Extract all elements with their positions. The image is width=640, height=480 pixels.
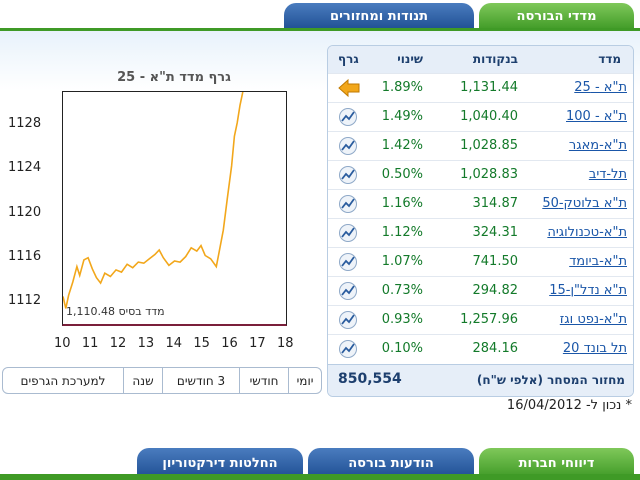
chart-icon[interactable]: [338, 107, 360, 127]
table-row: ת"א נדל"ן-15 294.82 0.73%: [328, 276, 633, 306]
chart-plot-area: [62, 91, 287, 326]
arrow-left-icon[interactable]: [338, 78, 360, 98]
turnover-label: מחזור המסחר (אלפי ש"ח): [476, 373, 625, 387]
index-points: 1,040.40: [460, 109, 518, 124]
period-3months-button[interactable]: 3 חודשים: [162, 368, 239, 393]
table-row: ת"א-טכנולוגיה 324.31 1.12%: [328, 218, 633, 248]
charts-system-link[interactable]: למערכת הגרפים: [20, 373, 106, 388]
bottom-tab-bar: דיווחי חברות הודעות בורסה החלטות דירקטור…: [0, 448, 640, 480]
table-row: ת"א - 100 1,040.40 1.49%: [328, 102, 633, 132]
tab-market-indices[interactable]: מדדי הבורסה: [479, 3, 634, 30]
x-tick-label: 12: [109, 336, 127, 351]
chart-icon[interactable]: [338, 281, 360, 301]
x-tick-label: 11: [81, 336, 99, 351]
bottom-tab-underline: [0, 474, 640, 480]
table-row: תל-דיב 1,028.83 0.50%: [328, 160, 633, 190]
index-change: 1.16%: [381, 196, 423, 211]
index-points: 314.87: [472, 196, 519, 211]
x-tick-label: 15: [193, 336, 210, 351]
header-points: בנקודות: [472, 52, 518, 66]
period-year-button[interactable]: שנה: [123, 368, 162, 393]
index-points: 1,028.85: [460, 138, 518, 153]
index-change: 0.73%: [381, 283, 423, 298]
tab-company-reports[interactable]: דיווחי חברות: [479, 448, 634, 478]
x-tick-label: 13: [137, 336, 155, 351]
chart-base-label: 1,110.48 מדד בסיס: [66, 305, 165, 318]
chart-title: גרף מדד ת"א - 25: [117, 70, 231, 85]
index-change: 1.12%: [381, 225, 423, 240]
top-tab-bar: מדדי הבורסה תנודות ומחזורים: [0, 0, 640, 30]
index-name-link[interactable]: ת"א - 25: [574, 80, 627, 95]
chart-icon[interactable]: [338, 223, 360, 243]
index-name-link[interactable]: ת"א-נפט וגז: [559, 312, 627, 327]
table-footer: מחזור המסחר (אלפי ש"ח) 850,554: [328, 364, 633, 396]
turnover-value: 850,554: [338, 371, 402, 387]
table-row: תל בונד 20 284.16 0.10%: [328, 334, 633, 364]
y-tick-label: 1128: [8, 116, 42, 132]
chart-icon[interactable]: [338, 136, 360, 156]
header-graph: גרף: [338, 52, 359, 66]
index-points: 1,131.44: [460, 80, 518, 95]
index-name-link[interactable]: ת"א נדל"ן-15: [549, 283, 627, 298]
series-line: [62, 91, 244, 309]
table-row: ת"א-נפט וגז 1,257.96 0.93%: [328, 305, 633, 335]
x-tick-label: 14: [165, 336, 183, 351]
header-index: מדד: [598, 52, 621, 66]
index-points: 1,028.83: [460, 167, 518, 182]
index-name-link[interactable]: ת"א-ביומד: [569, 254, 627, 269]
chart-icon[interactable]: [338, 310, 360, 330]
index-change: 1.89%: [381, 80, 423, 95]
y-tick-label: 1112: [8, 292, 42, 308]
index-name-link[interactable]: תל-דיב: [588, 167, 627, 182]
period-selector: יומי חודשי 3 חודשים שנה למערכת הגרפים: [2, 367, 322, 394]
table-header: מדד בנקודות שינוי גרף: [328, 46, 633, 73]
x-tick-label: 16: [221, 336, 238, 351]
x-tick-label: 17: [249, 336, 266, 351]
index-change: 0.93%: [381, 312, 423, 327]
index-name-link[interactable]: ת"א בלוטק-50: [542, 196, 627, 211]
chart-svg: [62, 91, 244, 309]
table-row: ת"א בלוטק-50 314.87 1.16%: [328, 189, 633, 219]
index-name-link[interactable]: ת"א - 100: [566, 109, 627, 124]
index-change: 1.42%: [381, 138, 423, 153]
chart-icon[interactable]: [338, 252, 360, 272]
index-change: 1.07%: [381, 254, 423, 269]
index-points: 324.31: [472, 225, 519, 240]
index-points: 284.16: [472, 341, 519, 356]
as-of-note: * נכון ל- 16/04/2012: [506, 398, 632, 413]
indices-table: מדד בנקודות שינוי גרף ת"א - 25 1,131.44 1.…: [327, 45, 634, 397]
index-change: 0.10%: [381, 341, 423, 356]
table-row: ת"א-מאגר 1,028.85 1.42%: [328, 131, 633, 161]
chart-icon[interactable]: [338, 194, 360, 214]
tab-movements-turnover[interactable]: תנודות ומחזורים: [284, 3, 474, 30]
y-tick-label: 1124: [8, 160, 42, 176]
tab-board-decisions[interactable]: החלטות דירקטוריון: [137, 448, 303, 478]
chart-icon[interactable]: [338, 165, 360, 185]
index-points: 1,257.96: [460, 312, 518, 327]
table-row: ת"א - 25 1,131.44 1.89%: [328, 73, 633, 103]
tab-exchange-announcements[interactable]: הודעות בורסה: [308, 448, 474, 478]
tab-underline: [0, 28, 640, 31]
index-name-link[interactable]: תל בונד 20: [562, 341, 627, 356]
period-daily-button[interactable]: יומי: [288, 368, 321, 393]
header-change: שינוי: [397, 52, 423, 66]
y-tick-label: 1120: [8, 204, 42, 220]
x-tick-label: 18: [277, 336, 294, 351]
index-name-link[interactable]: ת"א-מאגר: [568, 138, 627, 153]
table-row: ת"א-ביומד 741.50 1.07%: [328, 247, 633, 277]
period-monthly-button[interactable]: חודשי: [239, 368, 288, 393]
index-name-link[interactable]: ת"א-טכנולוגיה: [547, 225, 627, 240]
index-points: 741.50: [472, 254, 519, 269]
index-change: 0.50%: [381, 167, 423, 182]
index-points: 294.82: [472, 283, 519, 298]
index-change: 1.49%: [381, 109, 423, 124]
x-tick-label: 10: [54, 336, 71, 351]
y-tick-label: 1116: [8, 248, 42, 264]
chart-icon[interactable]: [338, 339, 360, 359]
